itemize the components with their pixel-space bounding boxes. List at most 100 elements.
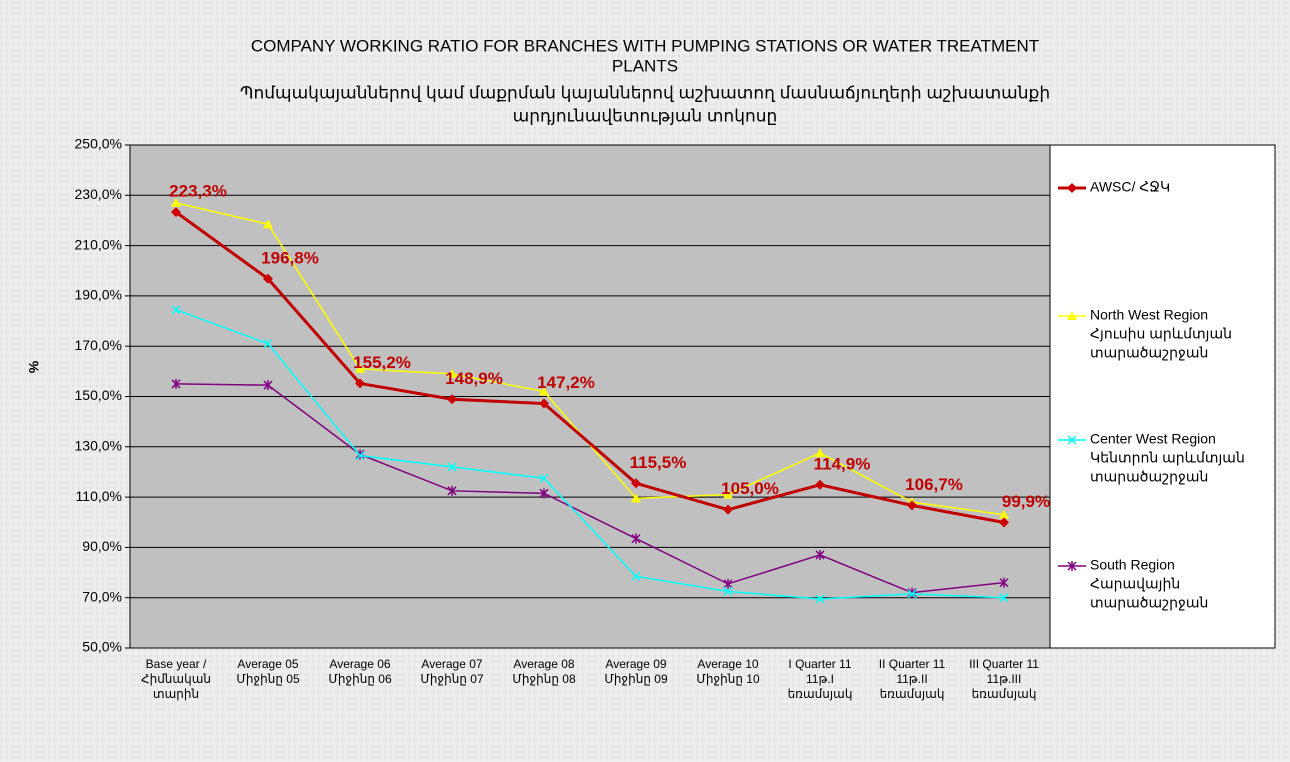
legend-label: AWSC/ ՀՋԿ: [1090, 179, 1170, 195]
y-tick-label: 150,0%: [75, 387, 122, 403]
marker: [907, 589, 917, 599]
x-tick-label: Հիմնական: [141, 672, 211, 686]
legend-label: տարածաշրջան: [1090, 469, 1208, 485]
y-tick-label: 50,0%: [82, 639, 122, 655]
data-label: 147,2%: [537, 373, 595, 392]
marker: [907, 500, 917, 511]
x-tick-label: Average 07: [421, 657, 482, 671]
legend-label: Հյուսիս արևմտյան: [1090, 326, 1232, 342]
marker: [723, 586, 733, 596]
marker: [263, 339, 273, 349]
marker: [539, 473, 549, 483]
marker: [171, 305, 181, 315]
marker: [355, 378, 365, 389]
marker: [447, 368, 457, 378]
x-tick-label: Base year /: [146, 657, 207, 671]
x-tick-label: I Quarter 11: [788, 657, 851, 671]
legend-label: Հարավային: [1090, 576, 1180, 592]
legend-label: North West Region: [1090, 307, 1208, 323]
marker: [815, 549, 825, 560]
x-tick-label: տարին: [153, 687, 199, 701]
data-label: 223,3%: [169, 182, 227, 201]
y-tick-label: 70,0%: [82, 588, 122, 604]
marker: [171, 378, 181, 389]
y-tick-label: 250,0%: [75, 136, 122, 152]
x-tick-label: Average 06: [329, 657, 390, 671]
marker: [1067, 561, 1077, 571]
marker: [1067, 435, 1077, 445]
x-tick-label: Միջինը 06: [328, 672, 392, 686]
marker: [999, 509, 1009, 519]
marker: [631, 533, 641, 544]
chart-title: PLANTS: [612, 56, 678, 75]
marker: [723, 489, 733, 499]
x-tick-label: եռամսյակ: [972, 687, 1037, 701]
marker: [999, 577, 1009, 588]
x-tick-label: Միջինը 10: [696, 672, 760, 686]
series-line: [175, 309, 1005, 600]
data-label: 196,8%: [261, 248, 319, 267]
marker: [263, 273, 273, 284]
y-tick-label: 90,0%: [82, 538, 122, 554]
marker: [1067, 183, 1077, 193]
x-tick-label: Միջինը 07: [420, 672, 484, 686]
marker: [907, 587, 917, 598]
marker: [999, 517, 1009, 528]
marker: [263, 219, 273, 229]
x-tick-label: Average 09: [605, 657, 666, 671]
marker: [815, 594, 825, 604]
series-line: [175, 383, 1005, 594]
marker: [447, 394, 457, 405]
marker: [539, 488, 549, 499]
x-tick-label: II Quarter 11: [879, 657, 946, 671]
legend-label: Center West Region: [1090, 431, 1216, 447]
data-label: 114,9%: [814, 454, 871, 473]
marker: [539, 398, 549, 409]
marker: [355, 363, 365, 373]
y-tick-label: 110,0%: [76, 488, 122, 504]
legend-label: տարածաշրջան: [1090, 595, 1208, 611]
marker: [723, 578, 733, 589]
marker: [631, 478, 641, 489]
marker: [355, 451, 365, 461]
marker: [631, 571, 641, 581]
marker: [263, 380, 273, 391]
legend-label: տարածաշրջան: [1090, 345, 1208, 361]
marker: [447, 485, 457, 496]
data-label: 106,7%: [905, 475, 963, 494]
data-label: 148,9%: [445, 369, 503, 388]
marker: [815, 448, 825, 458]
x-tick-label: Միջինը 05: [236, 672, 300, 686]
marker: [171, 197, 181, 207]
data-label: 99,9%: [1002, 492, 1050, 511]
data-label: 115,5%: [630, 453, 687, 472]
series-line: [175, 210, 1005, 524]
x-tick-label: 11թ.III: [987, 672, 1022, 686]
legend-label: South Region: [1090, 557, 1175, 573]
data-label: 105,0%: [721, 479, 779, 498]
chart-subtitle: Պոմպակայաններով կամ մաքրման կայաններով ա…: [240, 83, 1050, 102]
marker: [539, 386, 549, 396]
y-tick-label: 170,0%: [75, 337, 122, 353]
legend-label: Կենտրոն արևմտյան: [1090, 450, 1245, 466]
x-tick-label: 11թ.I: [806, 672, 834, 686]
x-tick-label: Միջինը 08: [512, 672, 576, 686]
x-tick-label: եռամսյակ: [788, 687, 853, 701]
data-label: 155,2%: [353, 353, 411, 372]
marker: [171, 207, 181, 218]
marker: [1067, 311, 1077, 320]
x-tick-label: Average 10: [697, 657, 758, 671]
chart-subtitle: արդյունավետության տոկոսը: [513, 106, 778, 125]
x-tick-label: 11թ.II: [896, 672, 927, 686]
marker: [723, 504, 733, 515]
y-tick-label: 210,0%: [75, 236, 122, 252]
x-tick-label: եռամսյակ: [880, 687, 945, 701]
marker: [815, 479, 825, 490]
x-tick-label: III Quarter 11: [969, 657, 1039, 671]
y-tick-label: 130,0%: [75, 438, 122, 454]
chart-title: COMPANY WORKING RATIO FOR BRANCHES WITH …: [251, 36, 1039, 55]
legend-box: [1049, 144, 1276, 649]
y-tick-label: 230,0%: [75, 186, 122, 202]
marker: [999, 593, 1009, 603]
